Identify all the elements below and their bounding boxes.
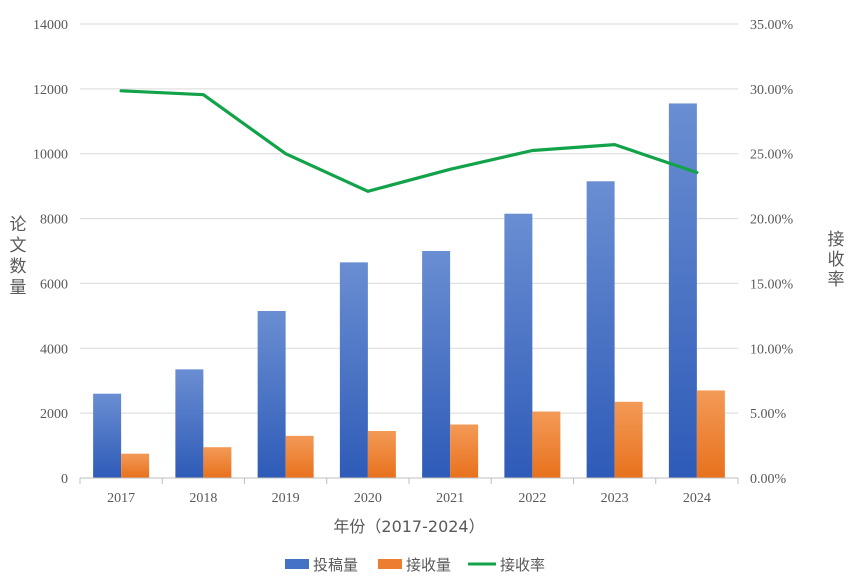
acceptance-rate-line [119,89,699,193]
axes [79,477,739,484]
accepted-bar [203,447,232,478]
y-left-tick-label: 4000 [40,342,68,357]
submissions-bar [422,251,451,478]
y-left-tick-label: 8000 [40,213,68,228]
x-tick-label: 2020 [354,491,382,506]
y-left-tick-label: 14000 [33,18,68,33]
y-right-tick-label: 35.00% [750,18,794,33]
submissions-bar [504,213,533,478]
axis-labels: 0 2000 4000 6000 8000 10000 12000 14000 0.00% 5.0… [10,18,845,536]
legend-label: 接收量 [406,556,451,574]
y-left-tick-label: 10000 [33,148,68,163]
x-tick-label: 2017 [107,491,135,506]
accepted-bar [614,401,643,478]
legend: 投稿量 接收量 接收率 [285,556,545,574]
y-left-tick-label: 0 [61,472,68,487]
y-left-tick-label: 12000 [33,83,68,98]
submissions-bar [339,262,368,478]
y-right-tick-label: 0.00% [750,472,787,487]
y-right-tick-label: 5.00% [750,407,787,422]
legend-swatch [378,559,402,569]
y-right-tick-label: 20.00% [750,213,794,228]
x-tick-label: 2018 [189,491,217,506]
submissions-bar [175,369,204,478]
y-right-tick-label: 30.00% [750,83,794,98]
x-tick-label: 2024 [683,491,711,506]
x-tick-label: 2019 [272,491,300,506]
x-tick-label: 2023 [601,491,629,506]
y-right-tick-label: 15.00% [750,277,794,292]
y-right-axis-title: 接收率 [828,230,845,290]
y-right-tick-label: 10.00% [750,342,794,357]
legend-swatch [285,559,309,569]
y-right-tick-label: 25.00% [750,148,794,163]
y-left-axis-title: 论文数量 [10,215,27,298]
submissions-bar [93,393,122,478]
gridlines [80,23,738,414]
accepted-bar [121,453,150,478]
x-tick-label: 2022 [518,491,546,506]
accepted-bar [450,424,479,478]
rate-line [119,89,699,193]
accepted-bar [367,430,396,478]
y-left-tick-label: 6000 [40,277,68,292]
submissions-bar [586,181,615,478]
legend-label: 接收率 [500,556,545,574]
accepted-bar [532,411,561,478]
x-tick-label: 2021 [436,491,464,506]
accepted-bar [696,390,725,478]
bars [93,103,725,478]
x-axis-title: 年份（2017-2024） [333,517,484,536]
accepted-bar [285,435,314,478]
submissions-bar [257,310,286,478]
legend-label: 投稿量 [313,556,358,574]
y-left-tick-label: 2000 [40,407,68,422]
submissions-bar [668,103,697,478]
